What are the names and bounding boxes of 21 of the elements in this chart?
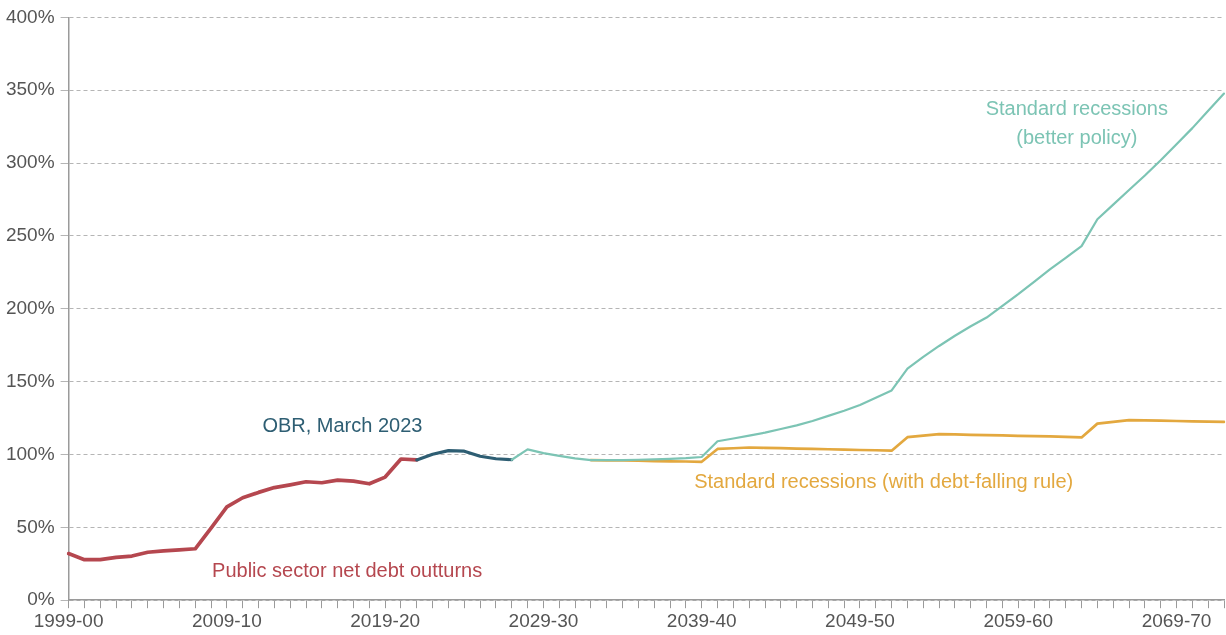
y-tick-label: 0% [27,588,55,610]
series-label: Standard recessions (with debt-falling rule) [694,469,1074,492]
x-tick-label: 2049-50 [825,609,895,631]
y-tick-label: 200% [5,297,55,319]
y-tick-label: 100% [5,442,55,464]
series-label: OBR, March 2023 [262,413,423,436]
y-tick-label: 300% [5,151,55,173]
x-tick-label: 2029-30 [508,609,579,631]
x-tick-label: 2039-40 [666,609,737,631]
series-label: Standard recessions (better policy) [985,96,1168,148]
y-tick-label: 350% [5,78,55,100]
y-tick-label: 50% [16,515,55,537]
x-tick-label: 2019-20 [350,609,421,631]
x-tick-label: 2059-60 [983,609,1054,631]
y-tick-label: 400% [5,5,55,27]
y-tick-label: 150% [5,369,55,391]
series-label: Public sector net debt outturns [212,559,483,582]
x-tick-label: 1999-00 [33,609,104,631]
y-tick-label: 250% [5,224,55,246]
x-tick-label: 2009-10 [192,609,262,631]
x-tick-label: 2069-70 [1141,609,1212,631]
